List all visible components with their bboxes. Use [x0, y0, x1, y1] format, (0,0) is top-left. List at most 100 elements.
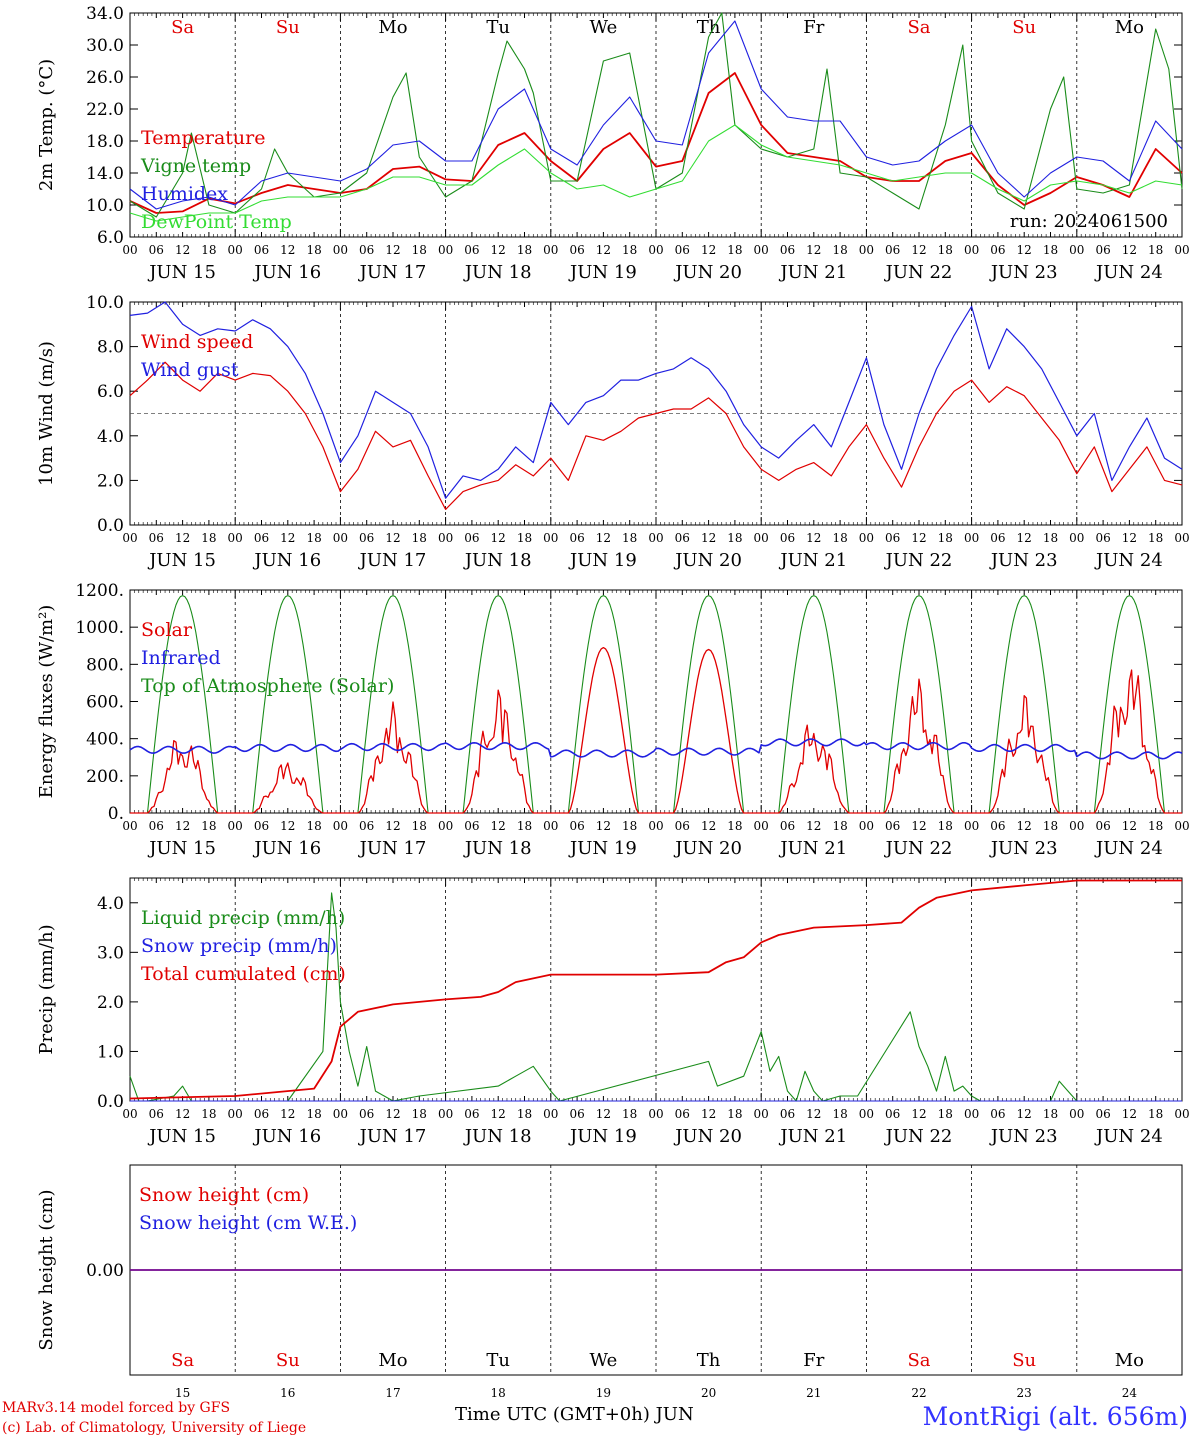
wind-y-tick-label: 8.0 — [97, 338, 124, 358]
snow-day-abbr: Th — [697, 1350, 721, 1371]
energy-date-label: JUN 16 — [252, 838, 321, 859]
energy-date-label: JUN 23 — [989, 838, 1058, 859]
energy-date-label: JUN 19 — [568, 838, 637, 859]
energy-hour-label: 06 — [569, 819, 584, 833]
snow-y-tick-label: 0.00 — [86, 1261, 124, 1281]
temp-hour-label: 12 — [280, 243, 295, 257]
precip-date-label: JUN 19 — [568, 1126, 637, 1147]
snow-day-abbr: We — [590, 1350, 618, 1371]
station-name: MontRigi (alt. 656m) — [922, 1402, 1188, 1431]
temp-hour-label: 12 — [701, 243, 716, 257]
temp-y-tick-label: 34.0 — [86, 4, 124, 24]
precip-hour-label: 18 — [412, 1107, 427, 1121]
precip-date-label: JUN 18 — [463, 1126, 532, 1147]
temp-hour-label: 18 — [412, 243, 427, 257]
temp-hour-label: 00 — [648, 243, 663, 257]
temp-series-4 — [129, 124, 1183, 222]
precip-hour-label: 06 — [780, 1107, 795, 1121]
temp-hour-label: 18 — [938, 243, 953, 257]
precip-series-1 — [129, 892, 1182, 1102]
temp-y-tick-label: 10.0 — [86, 196, 124, 216]
energy-hour-label: 00 — [543, 819, 558, 833]
wind-hour-label: 00 — [1069, 531, 1084, 545]
precip-hour-label: 12 — [1017, 1107, 1032, 1121]
precip-date-label: JUN 15 — [147, 1126, 216, 1147]
precip-date-label: JUN 24 — [1094, 1126, 1163, 1147]
temp-date-label: JUN 15 — [147, 262, 216, 283]
precip-hour-label: 18 — [832, 1107, 847, 1121]
precip-y-tick-label: 1.0 — [97, 1042, 124, 1062]
lab-credit: (c) Lab. of Climatology, University of L… — [2, 1420, 307, 1436]
energy-hour-label: 00 — [228, 819, 243, 833]
snow-day-abbr: Sa — [171, 1350, 194, 1371]
wind-hour-label: 18 — [1043, 531, 1058, 545]
wind-hour-label: 00 — [543, 531, 558, 545]
temp-hour-label: 06 — [464, 243, 479, 257]
energy-hour-label: 12 — [911, 819, 926, 833]
precip-y-axis-label: Precip (mm/h) — [36, 924, 57, 1054]
wind-legend-1: Wind speed — [141, 331, 253, 353]
temp-day-abbr: We — [590, 17, 618, 38]
energy-hour-label: 12 — [491, 819, 506, 833]
temp-hour-label: 06 — [569, 243, 584, 257]
temp-hour-label: 00 — [228, 243, 243, 257]
snow-day-number: 19 — [596, 1386, 611, 1400]
snow-day-number: 15 — [175, 1386, 190, 1400]
wind-hour-label: 18 — [832, 531, 847, 545]
temp-date-label: JUN 21 — [778, 262, 847, 283]
energy-hour-label: 00 — [754, 819, 769, 833]
wind-hour-label: 06 — [675, 531, 690, 545]
temp-day-abbr: Mo — [1115, 17, 1144, 38]
temp-hour-label: 18 — [1043, 243, 1058, 257]
temp-day-abbr: Sa — [907, 17, 930, 38]
precip-hour-label: 12 — [701, 1107, 716, 1121]
temp-y-tick-label: 6.0 — [97, 228, 124, 248]
precip-hour-label: 18 — [1148, 1107, 1163, 1121]
energy-date-label: JUN 20 — [673, 838, 742, 859]
precip-hour-label: 06 — [149, 1107, 164, 1121]
energy-y-tick-label: 0. — [108, 804, 124, 824]
energy-hour-label: 18 — [727, 819, 742, 833]
precip-hour-label: 00 — [964, 1107, 979, 1121]
precip-legend-1: Liquid precip (mm/h) — [141, 907, 345, 929]
precip-hour-label: 12 — [806, 1107, 821, 1121]
wind-hour-label: 12 — [280, 531, 295, 545]
precip-hour-label: 00 — [754, 1107, 769, 1121]
wind-date-label: JUN 20 — [673, 550, 742, 571]
snow-day-abbr: Mo — [378, 1350, 407, 1371]
wind-hour-label: 00 — [964, 531, 979, 545]
wind-series-2 — [129, 301, 1183, 499]
energy-hour-label: 06 — [149, 819, 164, 833]
wind-hour-label: 18 — [727, 531, 742, 545]
precip-hour-label: 00 — [438, 1107, 453, 1121]
temp-hour-label: 06 — [254, 243, 269, 257]
temp-hour-label: 18 — [201, 243, 216, 257]
energy-y-tick-label: 800. — [86, 655, 124, 675]
energy-hour-label: 00 — [859, 819, 874, 833]
temp-hour-label: 06 — [780, 243, 795, 257]
energy-hour-label: 12 — [1122, 819, 1137, 833]
precip-hour-label: 06 — [464, 1107, 479, 1121]
temp-hour-label: 12 — [596, 243, 611, 257]
wind-hour-label: 12 — [596, 531, 611, 545]
temp-hour-label: 18 — [1148, 243, 1163, 257]
temp-hour-label: 00 — [543, 243, 558, 257]
temp-legend-3: Humidex — [141, 183, 228, 205]
run-annotation: run: 2024061500 — [1010, 211, 1168, 232]
temp-legend-1: Temperature — [141, 127, 265, 149]
precip-date-label: JUN 17 — [358, 1126, 427, 1147]
energy-hour-label: 06 — [990, 819, 1005, 833]
energy-hour-label: 18 — [832, 819, 847, 833]
temp-legend-4: DewPoint Temp — [141, 211, 292, 233]
snow-day-number: 24 — [1122, 1386, 1138, 1400]
wind-hour-label: 00 — [1174, 531, 1189, 545]
snow-day-number: 23 — [1017, 1386, 1032, 1400]
precip-hour-label: 18 — [201, 1107, 216, 1121]
temp-y-tick-label: 22.0 — [86, 100, 124, 120]
temp-day-abbr: Tu — [486, 17, 510, 38]
energy-hour-label: 00 — [438, 819, 453, 833]
temp-series-3 — [129, 20, 1183, 210]
wind-hour-label: 18 — [938, 531, 953, 545]
temp-hour-label: 18 — [622, 243, 637, 257]
model-credit: MARv3.14 model forced by GFS — [2, 1400, 231, 1416]
